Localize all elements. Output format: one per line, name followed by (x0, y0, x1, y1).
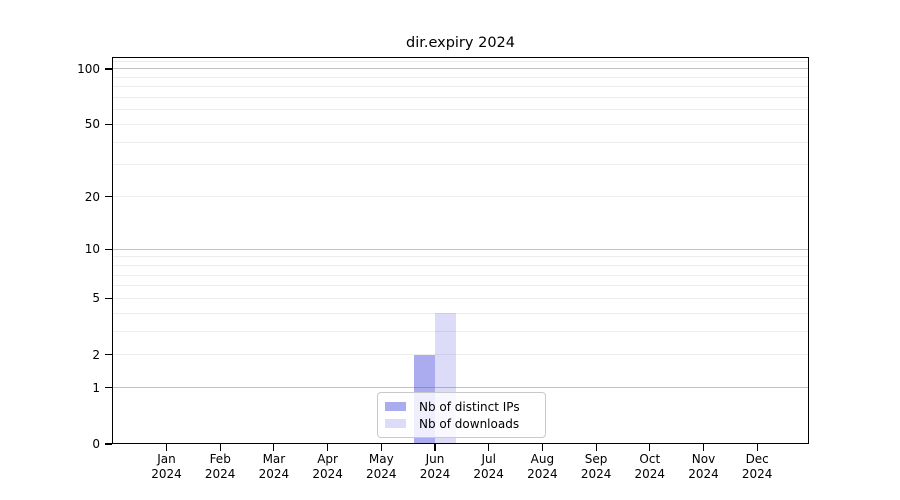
y-gridline-minor (112, 97, 809, 99)
x-tick-label: Aug 2024 (512, 452, 572, 481)
x-tick-mark (219, 444, 221, 451)
y-gridline-minor (112, 60, 809, 62)
y-gridline-major (112, 387, 809, 389)
y-tick-label: 10 (84, 242, 100, 257)
legend-swatch-distinct-ips (385, 402, 406, 411)
y-gridline-minor (112, 330, 809, 332)
legend-label-downloads: Nb of downloads (419, 416, 520, 431)
y-gridline-minor (112, 274, 809, 276)
y-gridline-minor (112, 285, 809, 287)
x-tick-year: 2024 (580, 466, 612, 481)
y-tick-label: 5 (92, 291, 100, 306)
y-gridline-minor (112, 312, 809, 314)
legend-label-distinct-ips: Nb of distinct IPs (419, 399, 520, 414)
x-tick-year: 2024 (312, 466, 343, 481)
y-tick-label: 20 (84, 189, 100, 204)
x-tick-month: Oct (639, 452, 661, 466)
y-gridline-minor (112, 297, 809, 299)
x-tick-mark (165, 444, 168, 451)
x-tick-label: Jun 2024 (405, 452, 465, 481)
x-tick-month: Jan (157, 452, 176, 466)
y-gridline-minor (112, 164, 809, 166)
y-tick-mark (104, 354, 112, 356)
x-tick-month: Sep (584, 452, 608, 466)
x-tick-year: 2024 (258, 466, 290, 481)
x-tick-label: Nov 2024 (674, 452, 734, 481)
x-tick-mark (273, 444, 275, 451)
x-tick-mark (380, 444, 382, 451)
x-tick-label: Oct 2024 (620, 452, 680, 481)
x-tick-year: 2024 (527, 466, 558, 481)
x-tick-year: 2024 (419, 466, 451, 481)
y-tick-label: 2 (92, 347, 100, 362)
y-gridline-minor (112, 264, 809, 266)
y-tick-label: 0 (92, 437, 100, 451)
legend-item-distinct-ips: Nb of distinct IPs (385, 400, 545, 414)
x-tick-mark (595, 444, 597, 451)
y-gridline-minor (112, 256, 809, 258)
legend-item-downloads: Nb of downloads (385, 417, 545, 431)
legend-swatch-downloads (385, 419, 406, 428)
x-tick-month: Nov (691, 452, 716, 466)
y-gridline-minor (112, 196, 809, 198)
x-tick-mark (541, 444, 543, 451)
x-tick-month: Apr (317, 452, 338, 466)
x-tick-month: May (368, 452, 394, 466)
y-tick-mark (104, 248, 112, 250)
y-gridline-minor (112, 123, 809, 125)
x-tick-mark (488, 444, 490, 451)
y-gridline-major (112, 68, 809, 70)
x-tick-year: 2024 (366, 466, 397, 481)
plot-area: Nb of distinct IPs Nb of downloads (112, 57, 809, 444)
x-tick-label: Mar 2024 (244, 452, 304, 481)
x-tick-label: Feb 2024 (190, 452, 250, 481)
y-tick-mark (104, 68, 112, 70)
y-gridline-major (112, 248, 809, 250)
y-tick-mark (104, 123, 112, 126)
x-tick-year: 2024 (688, 466, 719, 481)
x-tick-month: Jul (481, 452, 496, 466)
x-tick-label: Dec 2024 (727, 452, 787, 481)
chart-title: dir.expiry 2024 (405, 35, 515, 51)
y-gridline-minor (112, 109, 809, 111)
y-gridline-minor (112, 141, 809, 143)
x-tick-year: 2024 (151, 466, 182, 481)
y-tick-mark (104, 443, 112, 445)
x-tick-mark (327, 444, 329, 451)
y-tick-mark (104, 195, 112, 198)
x-tick-year: 2024 (741, 466, 773, 481)
y-tick-label: 50 (84, 117, 100, 132)
x-tick-mark (649, 444, 651, 451)
x-tick-month: Aug (530, 452, 555, 466)
y-tick-mark (104, 387, 112, 389)
y-tick-mark (104, 297, 112, 299)
x-tick-label: May 2024 (351, 452, 411, 481)
x-tick-month: Feb (209, 452, 231, 466)
x-tick-month: Dec (745, 452, 769, 466)
x-tick-label: Jan 2024 (137, 452, 197, 481)
x-tick-mark (434, 444, 436, 451)
x-tick-year: 2024 (204, 466, 236, 481)
x-tick-month: Jun (425, 452, 445, 466)
y-gridline-minor (112, 76, 809, 78)
x-tick-mark (702, 444, 705, 451)
x-tick-year: 2024 (634, 466, 666, 481)
x-tick-label: Sep 2024 (566, 452, 626, 481)
y-tick-label: 100 (77, 61, 100, 76)
x-tick-label: Jul 2024 (459, 452, 519, 481)
x-tick-mark (756, 444, 758, 451)
x-tick-month: Mar (262, 452, 286, 466)
y-tick-label: 1 (92, 380, 100, 395)
x-tick-year: 2024 (473, 466, 504, 481)
plot-frame (112, 57, 809, 444)
legend: Nb of distinct IPs Nb of downloads (377, 392, 546, 438)
y-gridline-minor (112, 86, 809, 88)
x-tick-label: Apr 2024 (298, 452, 358, 481)
y-gridline-minor (112, 354, 809, 356)
